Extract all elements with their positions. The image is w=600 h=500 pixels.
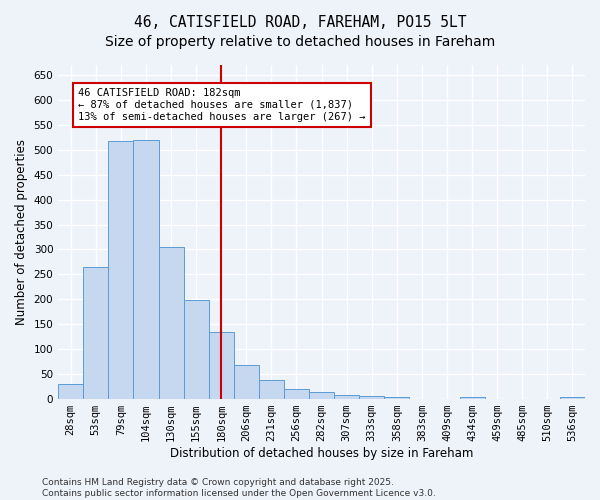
Bar <box>460 397 485 399</box>
Text: 46, CATISFIELD ROAD, FAREHAM, PO15 5LT: 46, CATISFIELD ROAD, FAREHAM, PO15 5LT <box>134 15 466 30</box>
Bar <box>83 267 109 399</box>
Text: 46 CATISFIELD ROAD: 182sqm
← 87% of detached houses are smaller (1,837)
13% of s: 46 CATISFIELD ROAD: 182sqm ← 87% of deta… <box>78 88 366 122</box>
Bar <box>158 248 184 399</box>
Bar <box>359 396 385 399</box>
Bar <box>560 397 585 399</box>
Y-axis label: Number of detached properties: Number of detached properties <box>15 139 28 325</box>
Bar <box>309 392 334 399</box>
Text: Size of property relative to detached houses in Fareham: Size of property relative to detached ho… <box>105 35 495 49</box>
Bar <box>58 384 83 399</box>
Bar <box>109 142 133 399</box>
Bar <box>334 395 359 399</box>
Bar <box>259 380 284 399</box>
X-axis label: Distribution of detached houses by size in Fareham: Distribution of detached houses by size … <box>170 447 473 460</box>
Bar <box>234 365 259 399</box>
Bar <box>209 332 234 399</box>
Bar <box>385 397 409 399</box>
Text: Contains HM Land Registry data © Crown copyright and database right 2025.
Contai: Contains HM Land Registry data © Crown c… <box>42 478 436 498</box>
Bar <box>284 389 309 399</box>
Bar <box>184 300 209 399</box>
Bar <box>133 140 158 399</box>
